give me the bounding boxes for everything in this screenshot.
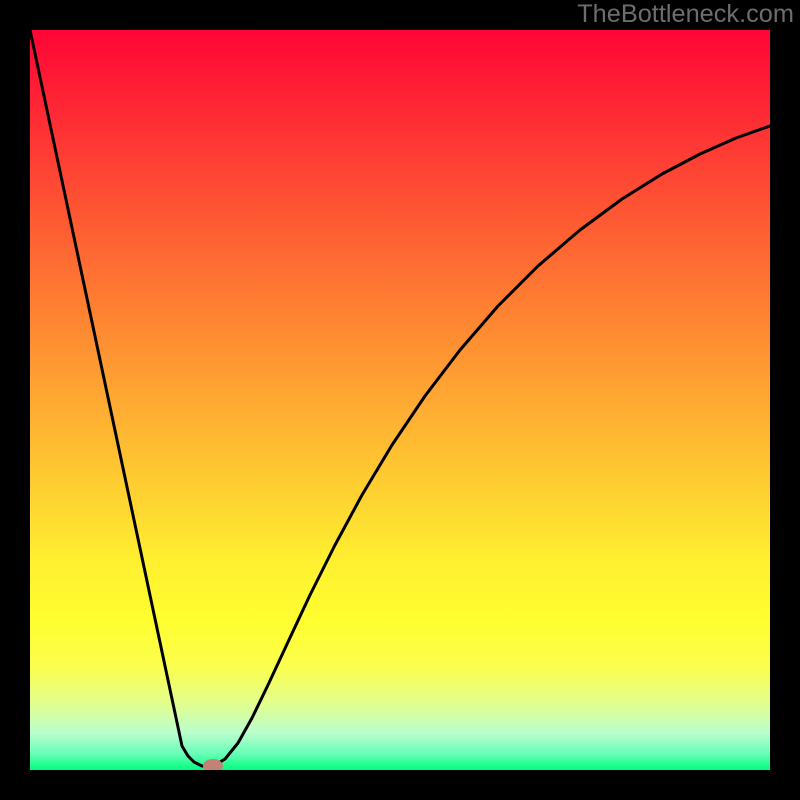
chart-svg: [30, 30, 770, 770]
watermark-text: TheBottleneck.com: [577, 0, 794, 29]
gradient-background: [30, 30, 770, 770]
bottleneck-chart: TheBottleneck.com: [0, 0, 800, 800]
plot-area: [30, 30, 770, 770]
